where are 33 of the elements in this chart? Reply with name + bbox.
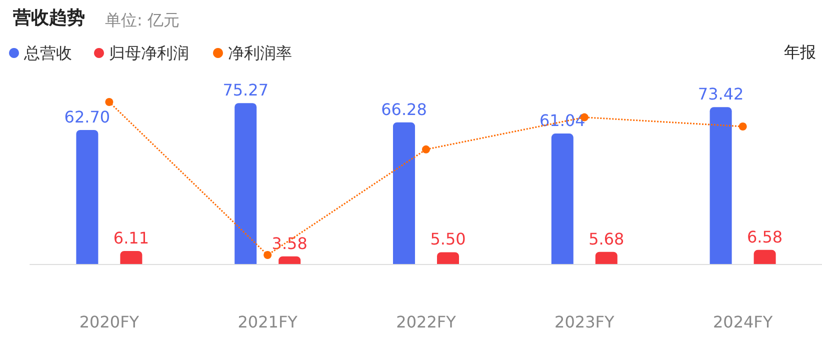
legend-label: 归母净利润 <box>109 44 189 62</box>
bar <box>551 134 574 264</box>
legend-label: 净利润率 <box>228 44 292 62</box>
point <box>422 145 430 154</box>
bar <box>234 103 257 264</box>
legend-label: 总营收 <box>23 44 72 62</box>
chart-subtitle: 单位: 亿元 <box>105 10 180 30</box>
x-tick-label: 2021FY <box>238 312 298 332</box>
bar <box>595 252 618 264</box>
data-label: 6.11 <box>113 228 150 248</box>
text: 年报 <box>784 42 816 62</box>
point <box>105 98 114 106</box>
bar <box>278 256 301 264</box>
data-label: 5.50 <box>430 230 466 249</box>
x-tick-label: 2020FY <box>79 312 140 332</box>
point <box>738 122 747 130</box>
x-tick-label: 2024FY <box>712 312 773 332</box>
bar <box>437 252 459 264</box>
bar <box>120 250 142 264</box>
bar <box>710 107 732 264</box>
data-label: 62.70 <box>64 108 110 126</box>
data-label: 73.42 <box>698 84 744 104</box>
data-label: 6.58 <box>746 227 783 246</box>
data-label: 66.28 <box>381 100 427 119</box>
data-label: 5.68 <box>588 229 624 248</box>
x-tick-label: 2023FY <box>554 312 614 332</box>
data-label: 75.27 <box>222 80 269 100</box>
bar <box>754 250 776 264</box>
bar <box>393 122 415 264</box>
bar <box>76 130 98 264</box>
x-tick-label: 2022FY <box>396 312 456 332</box>
chart-title: 营收趋势 <box>12 8 85 28</box>
point <box>264 251 272 259</box>
